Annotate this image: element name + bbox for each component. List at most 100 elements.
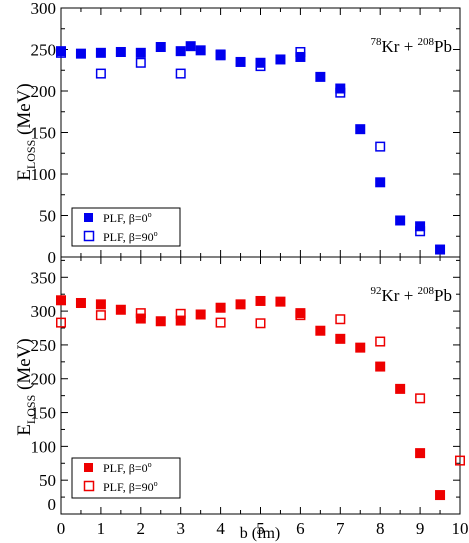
bottom-xtick-label: 8 [376, 519, 385, 538]
top-panel: 0 50 100 150 200 250 300 78Kr + 208Pb PLF, β=0… [14, 0, 461, 267]
top-point-beta0 [155, 42, 166, 53]
bottom-point-beta0 [175, 315, 186, 326]
top-point-beta0 [275, 54, 286, 65]
top-legend-label-1: PLF, β=0o [103, 210, 152, 225]
bottom-point-beta90 [255, 318, 266, 329]
bottom-point-beta0 [335, 333, 346, 344]
top-ytick-label: 150 [31, 124, 57, 143]
top-point-beta0 [185, 41, 196, 52]
bottom-x-ticks: 0 1 2 3 4 5 6 7 8 9 10 [57, 257, 469, 538]
top-ytick-label: 250 [31, 41, 57, 60]
bottom-point-beta90 [95, 310, 106, 321]
top-point-beta0 [255, 57, 266, 68]
bottom-point-beta90 [415, 393, 426, 404]
bottom-point-beta90 [335, 314, 346, 325]
bottom-ytick-label: 50 [39, 471, 56, 490]
top-point-beta0 [75, 48, 86, 59]
top-point-beta0 [115, 46, 126, 57]
x-axis-label: b (fm) [240, 525, 280, 542]
top-point-beta90 [255, 61, 266, 72]
bottom-xtick-label: 6 [296, 519, 305, 538]
bottom-y-ticks: 0 50 100 150 200 250 300 350 [31, 259, 460, 515]
bottom-legend-marker-open [83, 480, 95, 492]
bottom-point-beta0 [315, 325, 326, 336]
top-point-beta90 [175, 68, 186, 79]
top-point-beta0 [375, 177, 386, 188]
bottom-ytick-label: 250 [31, 336, 57, 355]
bottom-legend-label-2: PLF, β=90o [103, 479, 158, 494]
bottom-ytick-label: 200 [31, 370, 57, 389]
bottom-point-beta0 [235, 299, 246, 310]
bottom-y-axis-label: ELOSS (MeV) [14, 338, 38, 435]
top-legend-marker-filled [84, 213, 93, 222]
top-ytick-label: 200 [31, 82, 57, 101]
bottom-point-beta0 [415, 448, 426, 459]
top-point-beta0 [435, 244, 446, 255]
bottom-point-beta90 [56, 317, 66, 328]
bottom-point-beta0 [195, 309, 206, 320]
bottom-panel: 0 50 100 150 200 250 300 350 0 1 2 3 4 5 6 7 8 9 10 92Kr … [14, 256, 469, 542]
top-legend-label-2: PLF, β=90o [103, 229, 158, 244]
bottom-xtick-label: 4 [216, 519, 225, 538]
top-y-axis-label: ELOSS (MeV) [14, 83, 38, 180]
bottom-point-beta90 [135, 308, 146, 319]
top-point-beta0 [56, 46, 66, 57]
bottom-point-beta0 [295, 308, 306, 319]
top-point-beta0 [315, 71, 326, 82]
bottom-xtick-label: 7 [336, 519, 345, 538]
bottom-point-beta90 [295, 310, 306, 321]
bottom-point-beta90 [375, 336, 386, 347]
top-point-beta90 [215, 49, 226, 60]
bottom-point-beta0 [115, 304, 126, 315]
top-ytick-label: 100 [31, 165, 57, 184]
top-point-beta90 [415, 226, 426, 237]
top-ytick-label: 0 [48, 248, 57, 267]
top-point-beta90 [375, 141, 386, 152]
bottom-point-beta0 [56, 295, 66, 306]
top-point-beta0 [395, 215, 406, 226]
bottom-xtick-label: 10 [452, 519, 469, 538]
bottom-ytick-label: 0 [48, 495, 57, 514]
bottom-xtick-label: 9 [416, 519, 425, 538]
top-x-ticks [60, 8, 461, 257]
bottom-ytick-label: 150 [31, 404, 57, 423]
top-point-beta90 [135, 57, 146, 68]
bottom-point-beta90 [455, 455, 465, 466]
bottom-legend-marker-filled [84, 463, 93, 472]
top-ytick-label: 300 [31, 0, 57, 18]
bottom-xtick-label: 1 [97, 519, 106, 538]
bottom-legend-label-1: PLF, β=0o [103, 460, 152, 475]
top-point-beta90 [56, 47, 66, 58]
top-point-beta0 [135, 47, 146, 58]
bottom-data-points [56, 295, 465, 501]
bottom-point-beta0 [95, 299, 106, 310]
bottom-point-beta0 [75, 297, 86, 308]
bottom-point-beta0 [355, 342, 366, 353]
bottom-point-beta0 [215, 302, 226, 313]
top-point-beta0 [95, 47, 106, 58]
top-point-beta90 [95, 68, 106, 79]
bottom-point-beta0 [375, 361, 386, 372]
top-point-beta0 [235, 56, 246, 67]
top-reaction-label: 78Kr + 208Pb [370, 36, 452, 56]
bottom-point-beta0 [155, 316, 166, 327]
bottom-point-beta0 [255, 295, 266, 306]
top-point-beta0 [215, 50, 226, 61]
bottom-xtick-label: 5 [256, 519, 265, 538]
bottom-xtick-label: 0 [57, 519, 66, 538]
bottom-point-beta90 [215, 317, 226, 328]
top-ytick-label: 50 [39, 207, 56, 226]
top-data-points [56, 41, 446, 255]
bottom-xtick-label: 2 [137, 519, 146, 538]
bottom-point-beta0 [395, 383, 406, 394]
top-point-beta0 [175, 46, 186, 57]
top-point-beta0 [195, 45, 206, 56]
bottom-ytick-label: 350 [31, 268, 57, 287]
top-legend-marker-open [83, 230, 95, 242]
bottom-reaction-label: 92Kr + 208Pb [370, 285, 452, 305]
bottom-ytick-label: 100 [31, 437, 57, 456]
top-point-beta0 [355, 124, 366, 135]
bottom-ytick-label: 300 [31, 302, 57, 321]
bottom-point-beta0 [135, 313, 146, 324]
